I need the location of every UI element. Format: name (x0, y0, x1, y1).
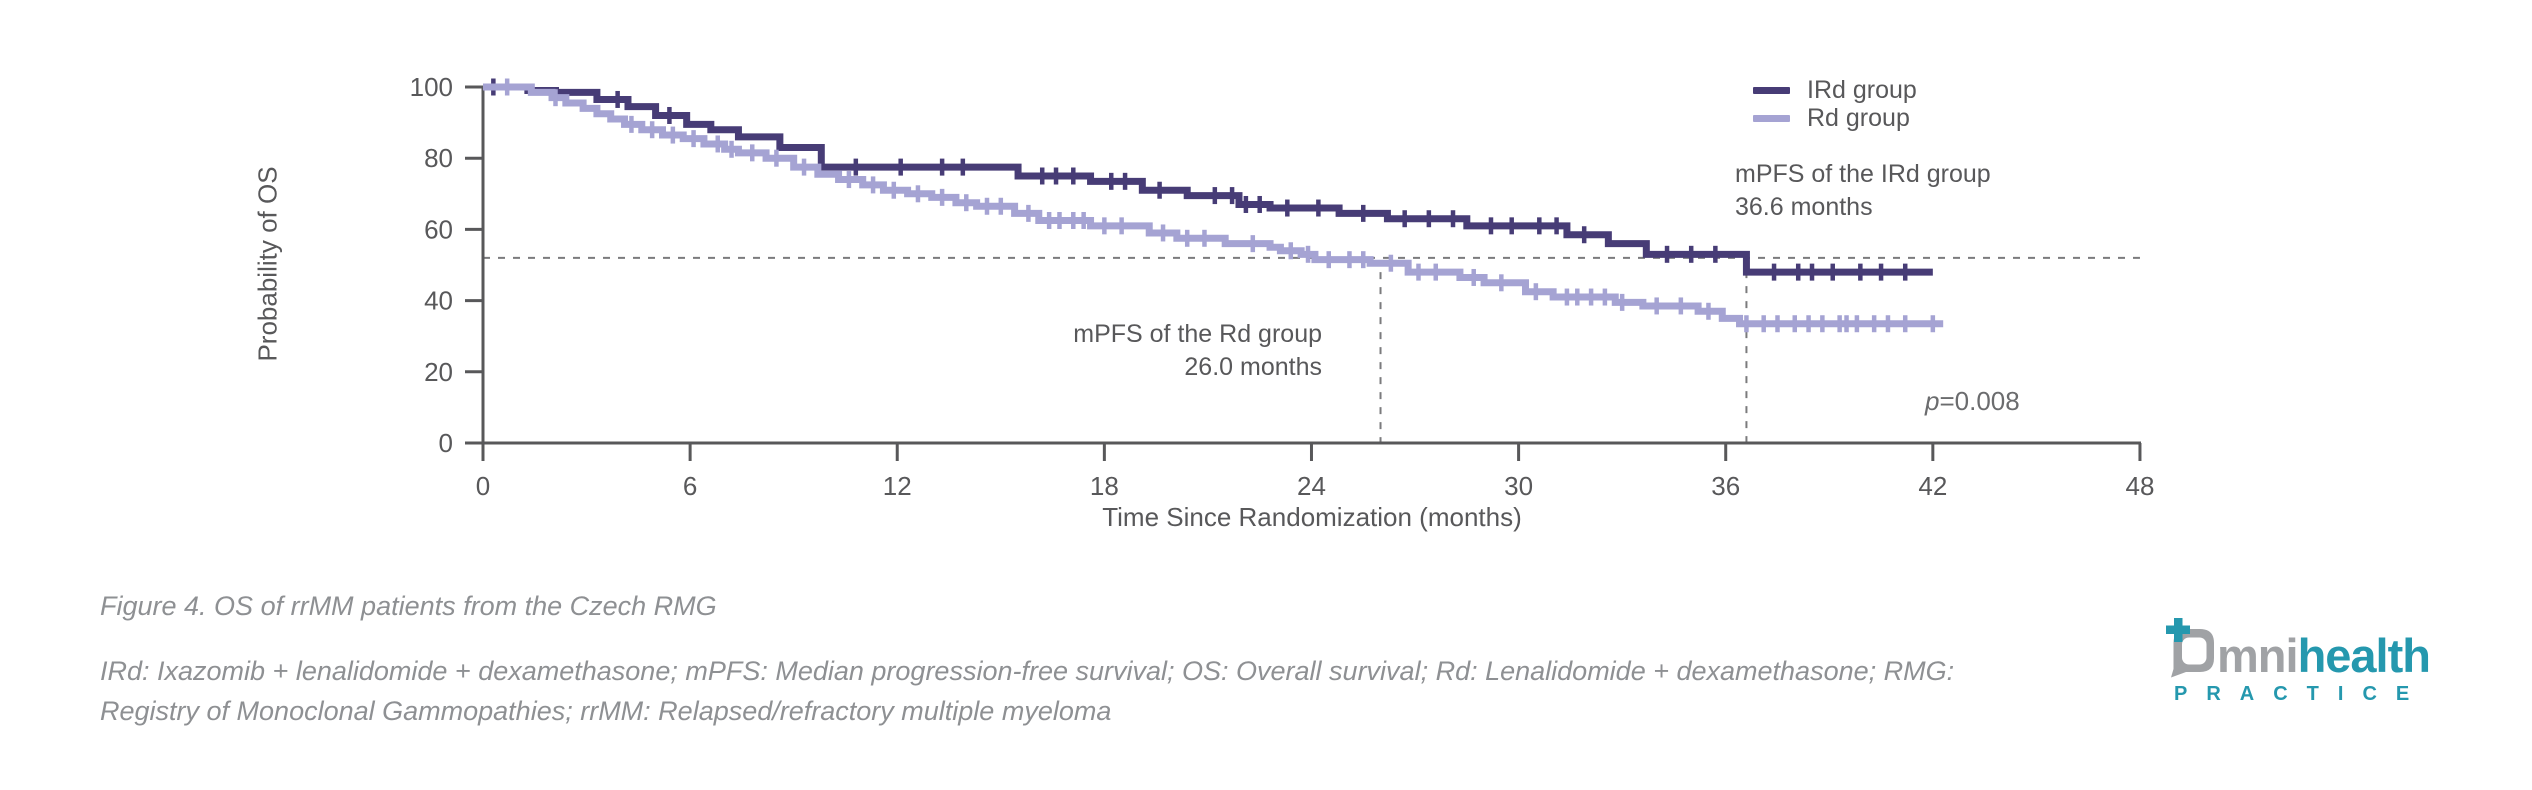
chart-legend: IRd group Rd group (1753, 76, 1917, 132)
x-tick-label: 24 (1297, 471, 1326, 501)
x-tick-label: 6 (683, 471, 697, 501)
annotation-mpfs-ird: mPFS of the IRd group 36.6 months (1735, 158, 1991, 224)
x-tick-label: 12 (883, 471, 912, 501)
y-tick-label: 100 (410, 72, 453, 102)
annotation-mpfs-ird-line2: 36.6 months (1735, 193, 1873, 221)
legend-label-ird: IRd group (1807, 75, 1917, 104)
ird-line-swatch (1753, 86, 1790, 94)
speech-bubble-o-icon (2166, 618, 2214, 678)
annotation-mpfs-rd: mPFS of the Rd group 26.0 months (1020, 318, 1322, 384)
rd-line-swatch (1753, 114, 1790, 122)
x-tick-label: 48 (2125, 471, 2154, 501)
ird-survival-curve (483, 83, 1933, 276)
y-tick-label: 0 (439, 428, 453, 458)
annotation-mpfs-rd-line1: mPFS of the Rd group (1073, 320, 1322, 348)
annotation-mpfs-ird-line1: mPFS of the IRd group (1735, 160, 1991, 188)
y-tick-label: 20 (424, 357, 453, 387)
figure-caption: Figure 4. OS of rrMM patients from the C… (100, 591, 717, 621)
abbreviations-line2: Registry of Monoclonal Gammopathies; rrM… (100, 696, 1112, 726)
logo-wordmark: mni health (2164, 618, 2431, 683)
p-value-symbol: p (1925, 386, 1940, 416)
x-tick-label: 42 (1918, 471, 1947, 501)
legend-item-rd: Rd group (1753, 104, 1917, 132)
logo-text-health: health (2297, 629, 2431, 683)
legend-item-ird: IRd group (1753, 76, 1917, 104)
legend-label-rd: Rd group (1807, 103, 1910, 132)
abbreviations-block: IRd: Ixazomib + lenalidomide + dexametha… (100, 651, 2160, 731)
logo-tagline-practice: PRACTICE (2174, 683, 2429, 705)
y-tick-label: 80 (424, 143, 453, 173)
y-tick-label: 40 (424, 286, 453, 316)
y-axis-title: Probability of OS (252, 166, 283, 362)
y-tick-label: 60 (424, 214, 453, 244)
p-value-number: =0.008 (1939, 386, 2020, 416)
x-tick-label: 36 (1711, 471, 1740, 501)
x-tick-label: 0 (476, 471, 490, 501)
x-tick-label: 30 (1504, 471, 1533, 501)
p-value-annotation: p=0.008 (1925, 386, 2020, 417)
x-axis-title: Time Since Randomization (months) (1102, 502, 1522, 532)
annotation-mpfs-rd-line2: 26.0 months (1184, 353, 1322, 381)
plus-icon (2166, 618, 2190, 642)
logo-text-omni: mni (2217, 629, 2299, 683)
abbreviations-line1: IRd: Ixazomib + lenalidomide + dexametha… (100, 656, 1955, 686)
x-tick-label: 18 (1090, 471, 1119, 501)
omnihealth-logo: mni health PRACTICE (2164, 618, 2431, 706)
km-survival-chart: 0 20 40 60 80 100 0 6 12 18 24 30 36 42 48 (410, 72, 2155, 501)
